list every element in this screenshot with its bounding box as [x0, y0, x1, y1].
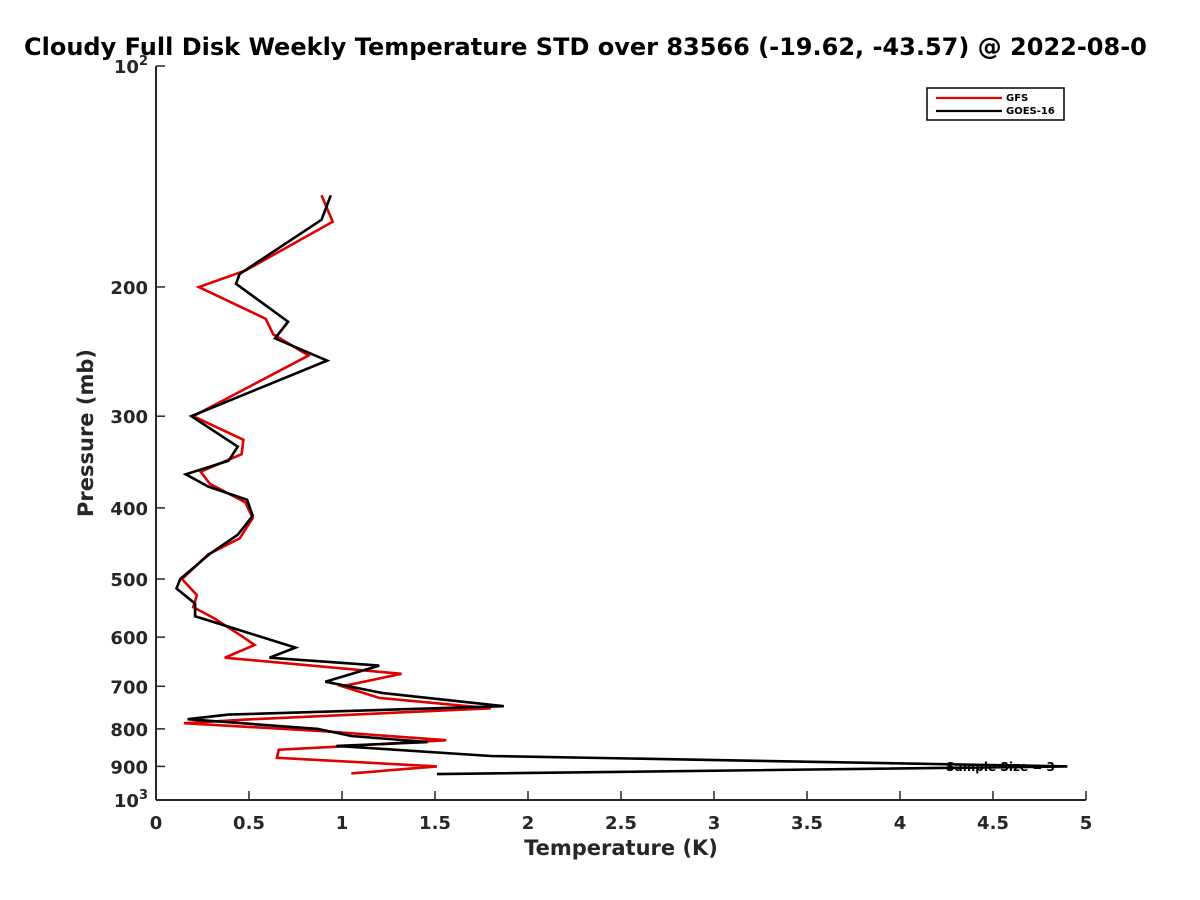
- x-tick-label: 2.5: [605, 813, 637, 834]
- y-axis-label: Pressure (mb): [74, 349, 98, 517]
- y-tick-label: 300: [110, 407, 148, 428]
- y-tick-label: 800: [110, 720, 148, 741]
- x-tick-label: 3: [708, 813, 721, 834]
- x-tick-label: 2: [522, 813, 535, 834]
- chart-title: Cloudy Full Disk Weekly Temperature STD …: [24, 33, 1147, 61]
- x-tick-label: 0: [150, 813, 163, 834]
- x-axis-label: Temperature (K): [524, 836, 718, 860]
- y-tick-label: 102: [114, 54, 148, 78]
- legend-label-goes16: GOES-16: [1006, 106, 1055, 117]
- y-tick-label: 400: [110, 499, 148, 520]
- x-tick-label: 4: [894, 813, 907, 834]
- y-ticks: 102 200 300 400 500 600 700 800 900 103: [110, 54, 165, 812]
- x-tick-label: 0.5: [233, 813, 265, 834]
- y-tick-label: 600: [110, 628, 148, 649]
- x-tick-label: 1: [336, 813, 349, 834]
- y-tick-label: 200: [110, 278, 148, 299]
- sample-size-annotation: Sample Size = 3: [946, 760, 1055, 774]
- legend: GFS GOES-16: [926, 87, 1065, 121]
- x-tick-label: 3.5: [791, 813, 823, 834]
- series-line-gfs: [180, 194, 491, 775]
- x-tick-label: 4.5: [977, 813, 1009, 834]
- x-tick-label: 1.5: [419, 813, 451, 834]
- x-ticks: 0 0.5 1 1.5 2 2.5 3 3.5 4 4.5 5: [150, 791, 1093, 834]
- x-tick-label: 5: [1080, 813, 1093, 834]
- legend-label-gfs: GFS: [1006, 93, 1028, 104]
- y-tick-label: 500: [110, 570, 148, 591]
- y-tick-label: 900: [110, 757, 148, 778]
- plot-area: 0 0.5 1 1.5 2 2.5 3 3.5 4 4.5 5 102 200 300 400 500 600…: [110, 54, 1092, 834]
- y-tick-label: 700: [110, 677, 148, 698]
- legend-box: [926, 87, 1065, 121]
- y-tick-label: 103: [114, 788, 148, 812]
- series-line-goes16: [174, 194, 1068, 776]
- series-lines: [174, 194, 1068, 776]
